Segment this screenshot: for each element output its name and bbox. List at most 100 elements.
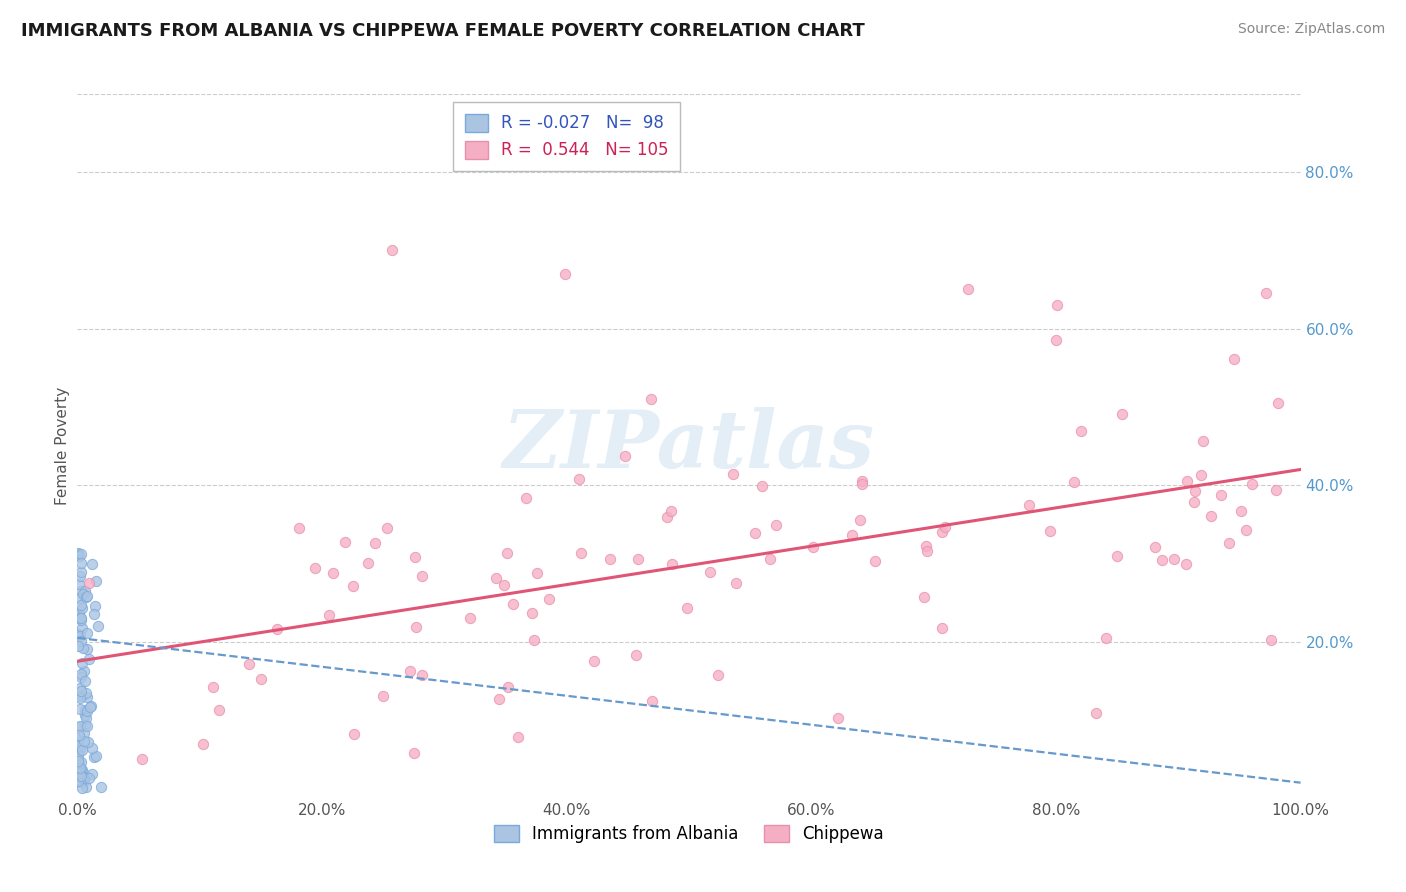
Point <box>72 587 94 601</box>
Point <box>67 577 90 591</box>
Point <box>375 521 398 535</box>
Point <box>73 774 96 789</box>
Point <box>70 768 93 782</box>
Point <box>523 632 546 647</box>
Point <box>1218 536 1240 550</box>
Point <box>67 608 90 623</box>
Point <box>69 681 91 696</box>
Point <box>1234 524 1257 538</box>
Point <box>75 718 97 732</box>
Point <box>69 767 91 781</box>
Point <box>70 666 93 681</box>
Point <box>496 546 519 560</box>
Point <box>1265 483 1288 497</box>
Point <box>66 547 89 561</box>
Point <box>250 673 273 687</box>
Point <box>77 575 100 590</box>
Point <box>758 552 780 566</box>
Point <box>1209 488 1232 502</box>
Point <box>76 719 98 733</box>
Text: ZIPatlas: ZIPatlas <box>503 408 875 484</box>
Point <box>863 554 886 568</box>
Point <box>599 551 621 566</box>
Point <box>841 528 863 542</box>
Point <box>67 772 90 787</box>
Point <box>66 746 89 760</box>
Point <box>502 597 524 611</box>
Point <box>75 780 97 794</box>
Point <box>76 625 98 640</box>
Point <box>765 518 787 533</box>
Point <box>70 765 93 780</box>
Point <box>363 535 385 549</box>
Point <box>371 690 394 704</box>
Point <box>79 698 101 713</box>
Point <box>70 762 93 776</box>
Point <box>87 618 110 632</box>
Point <box>67 607 90 621</box>
Point <box>851 474 873 488</box>
Point <box>485 571 508 585</box>
Point <box>67 739 90 753</box>
Point <box>356 557 378 571</box>
Point <box>342 578 364 592</box>
Point <box>1046 298 1069 312</box>
Point <box>526 566 548 581</box>
Point <box>70 601 93 615</box>
Point <box>79 700 101 714</box>
Point <box>266 622 288 636</box>
Point <box>66 748 89 763</box>
Point <box>1254 285 1277 300</box>
Point <box>67 728 90 742</box>
Point <box>67 730 90 744</box>
Point <box>917 544 939 558</box>
Point <box>69 761 91 775</box>
Point <box>1105 549 1128 564</box>
Point <box>84 748 107 763</box>
Point <box>66 754 89 768</box>
Text: Source: ZipAtlas.com: Source: ZipAtlas.com <box>1237 22 1385 37</box>
Point <box>322 566 344 581</box>
Point <box>1150 553 1173 567</box>
Point <box>1199 508 1222 523</box>
Point <box>69 702 91 716</box>
Point <box>1163 552 1185 566</box>
Point <box>70 547 93 561</box>
Point <box>69 775 91 789</box>
Point <box>659 504 682 518</box>
Point <box>83 607 105 621</box>
Point <box>640 392 662 406</box>
Point <box>80 741 103 756</box>
Point <box>73 664 96 678</box>
Point <box>77 735 100 749</box>
Point <box>304 561 326 575</box>
Point <box>1045 333 1067 347</box>
Point <box>399 664 422 678</box>
Point <box>488 692 510 706</box>
Y-axis label: Female Poverty: Female Poverty <box>55 387 70 505</box>
Point <box>288 521 311 535</box>
Point <box>554 267 576 281</box>
Point <box>661 557 683 571</box>
Point <box>318 608 340 623</box>
Point <box>1175 475 1198 489</box>
Point <box>458 611 481 625</box>
Point <box>494 578 516 592</box>
Point <box>69 591 91 605</box>
Point <box>75 686 97 700</box>
Point <box>827 711 849 725</box>
Point <box>676 601 699 615</box>
Point <box>569 546 592 560</box>
Point <box>131 752 153 766</box>
Point <box>66 689 89 703</box>
Point <box>1018 498 1040 512</box>
Point <box>208 704 231 718</box>
Point <box>70 755 93 769</box>
Point <box>343 727 366 741</box>
Point <box>744 525 766 540</box>
Point <box>699 565 721 579</box>
Point <box>66 773 89 788</box>
Point <box>405 620 427 634</box>
Point <box>641 694 664 708</box>
Point <box>69 611 91 625</box>
